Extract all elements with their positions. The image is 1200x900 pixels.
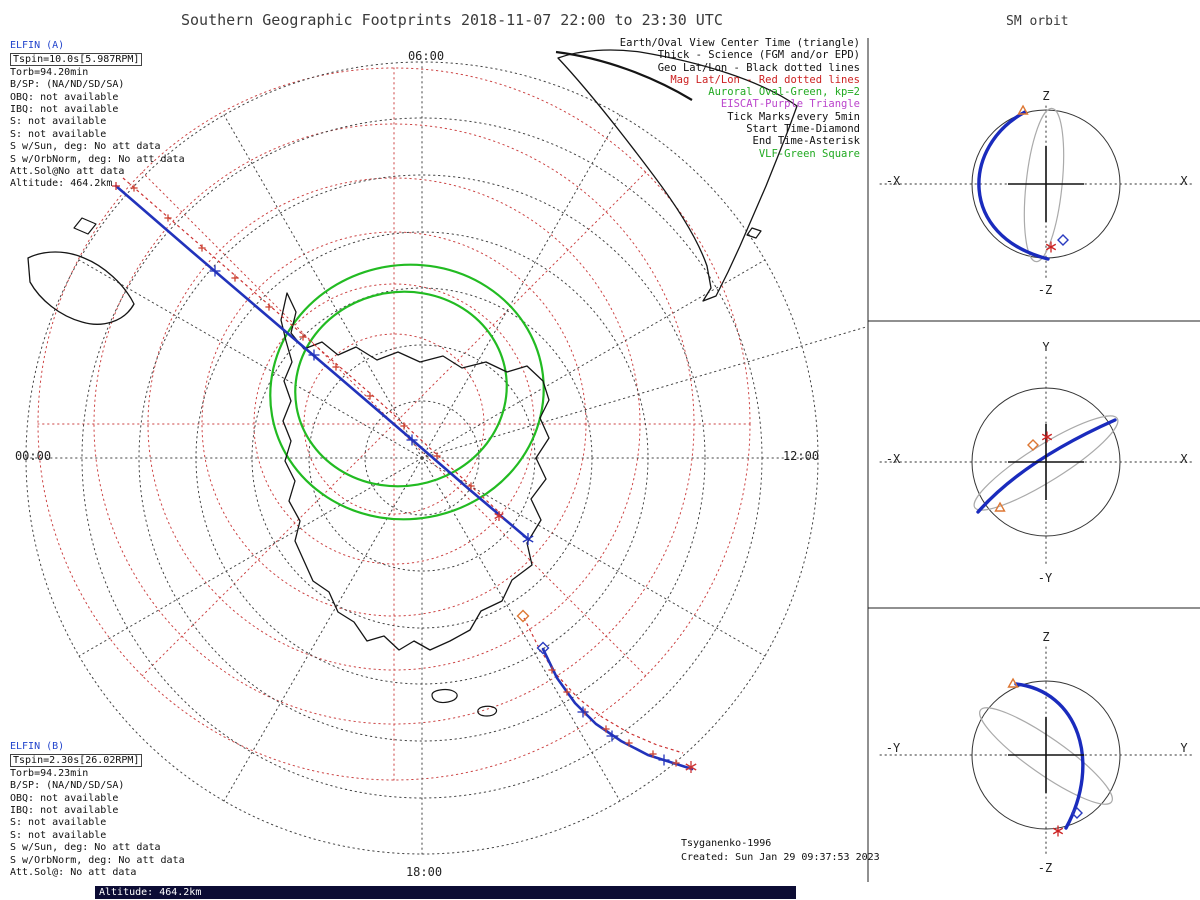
mlt-label-1800: 18:00 (405, 865, 443, 879)
sm-orbit-title: SM orbit (1006, 14, 1069, 29)
info-line: OBQ: not available (10, 91, 119, 103)
info-line: B/SP: (NA/ND/SD/SA) (10, 780, 125, 792)
legend-line: Thick - Science (FGM and/or EPD) (657, 49, 860, 62)
mlt-label-1200: 12:00 (782, 449, 820, 463)
page-title: Southern Geographic Footprints 2018-11-0… (181, 11, 723, 29)
info-line: S w/Sun, deg: No att data (10, 842, 161, 854)
legend-line: Earth/Oval View Center Time (triangle) (619, 37, 860, 49)
orbit2-axis-bottom: -Y (1037, 571, 1053, 585)
orbit1-axis-right: X (1180, 174, 1188, 188)
info-line: Altitude: 464.2km (10, 178, 113, 190)
info-line: Tspin=10.0s[5.987RPM] (10, 53, 185, 67)
info-line: S: not available (10, 128, 107, 140)
info-line: IBQ: not available (10, 104, 119, 116)
info-line: S w/OrbNorm, deg: No att data (10, 854, 185, 866)
legend-line: Start Time-Diamond (746, 123, 860, 136)
legend-line: EISCAT-Purple Triangle (720, 98, 860, 111)
orbit1-axis-left: -X (885, 174, 901, 188)
model-name: Tsyganenko-1996 (681, 838, 772, 849)
spin-rate-boxed: Tspin=10.0s[5.987RPM] (10, 53, 143, 67)
spin-rate-boxed: Tspin=2.30s[26.02RPM] (10, 754, 143, 768)
elfin-b-info-block: ELFIN (B) Tspin=2.30s[26.02RPM] Torb=94.23… (10, 741, 185, 879)
orbit2-axis-left: -X (885, 452, 901, 466)
orbit3-axis-bottom: -Z (1037, 861, 1053, 875)
info-line: OBQ: not available (10, 792, 119, 804)
info-line: Tspin=2.30s[26.02RPM] (10, 754, 185, 768)
mlt-label-0000: 00:00 (14, 449, 52, 463)
legend-line: Geo Lat/Lon - Black dotted lines (657, 61, 860, 74)
satellite-name: ELFIN (B) (10, 741, 65, 752)
elfin-a-info-block: ELFIN (A) Tspin=10.0s[5.987RPM] Torb=94.20… (10, 40, 185, 191)
info-line: S w/OrbNorm, deg: No att data (10, 153, 185, 165)
created-timestamp: Created: Sun Jan 29 09:37:53 2023 (681, 852, 880, 863)
orbit3-axis-top: Z (1042, 630, 1050, 644)
orbit1-axis-top: Z (1042, 89, 1050, 103)
legend-line: Tick Marks every 5min (727, 110, 860, 123)
legend-line: Auroral Oval-Green, kp=2 (708, 86, 860, 99)
highlight-bar: Altitude: 464.2km (95, 886, 796, 899)
orbit2-axis-right: X (1180, 452, 1188, 466)
plot-legend: Earth/Oval View Center Time (triangle) Th… (620, 37, 860, 160)
info-line: Torb=94.23min (10, 767, 89, 779)
satellite-name: ELFIN (A) (10, 40, 65, 51)
info-line: Att.Sol@: No att data (10, 867, 137, 879)
info-line: Att.Sol@No att data (10, 166, 125, 178)
info-line: IBQ: not available (10, 805, 119, 817)
info-line: S: not available (10, 116, 107, 128)
info-line: S w/Sun, deg: No att data (10, 141, 161, 153)
info-line: Torb=94.20min (10, 66, 89, 78)
legend-line: End Time-Asterisk (752, 135, 860, 148)
mlt-label-0600: 06:00 (407, 49, 445, 63)
orbit3-axis-right: Y (1180, 741, 1188, 755)
info-line: S: not available (10, 817, 107, 829)
altitude-highlighted-text: Altitude: 464.2km (99, 887, 202, 898)
orbit3-axis-left: -Y (885, 741, 901, 755)
legend-line: VLF-Green Square (758, 147, 860, 160)
info-line: S: not available (10, 829, 107, 841)
legend-line: Mag Lat/Lon - Red dotted lines (670, 73, 860, 86)
info-line: B/SP: (NA/ND/SD/SA) (10, 79, 125, 91)
orbit2-axis-top: Y (1042, 340, 1050, 354)
orbit1-axis-bottom: -Z (1037, 283, 1053, 297)
